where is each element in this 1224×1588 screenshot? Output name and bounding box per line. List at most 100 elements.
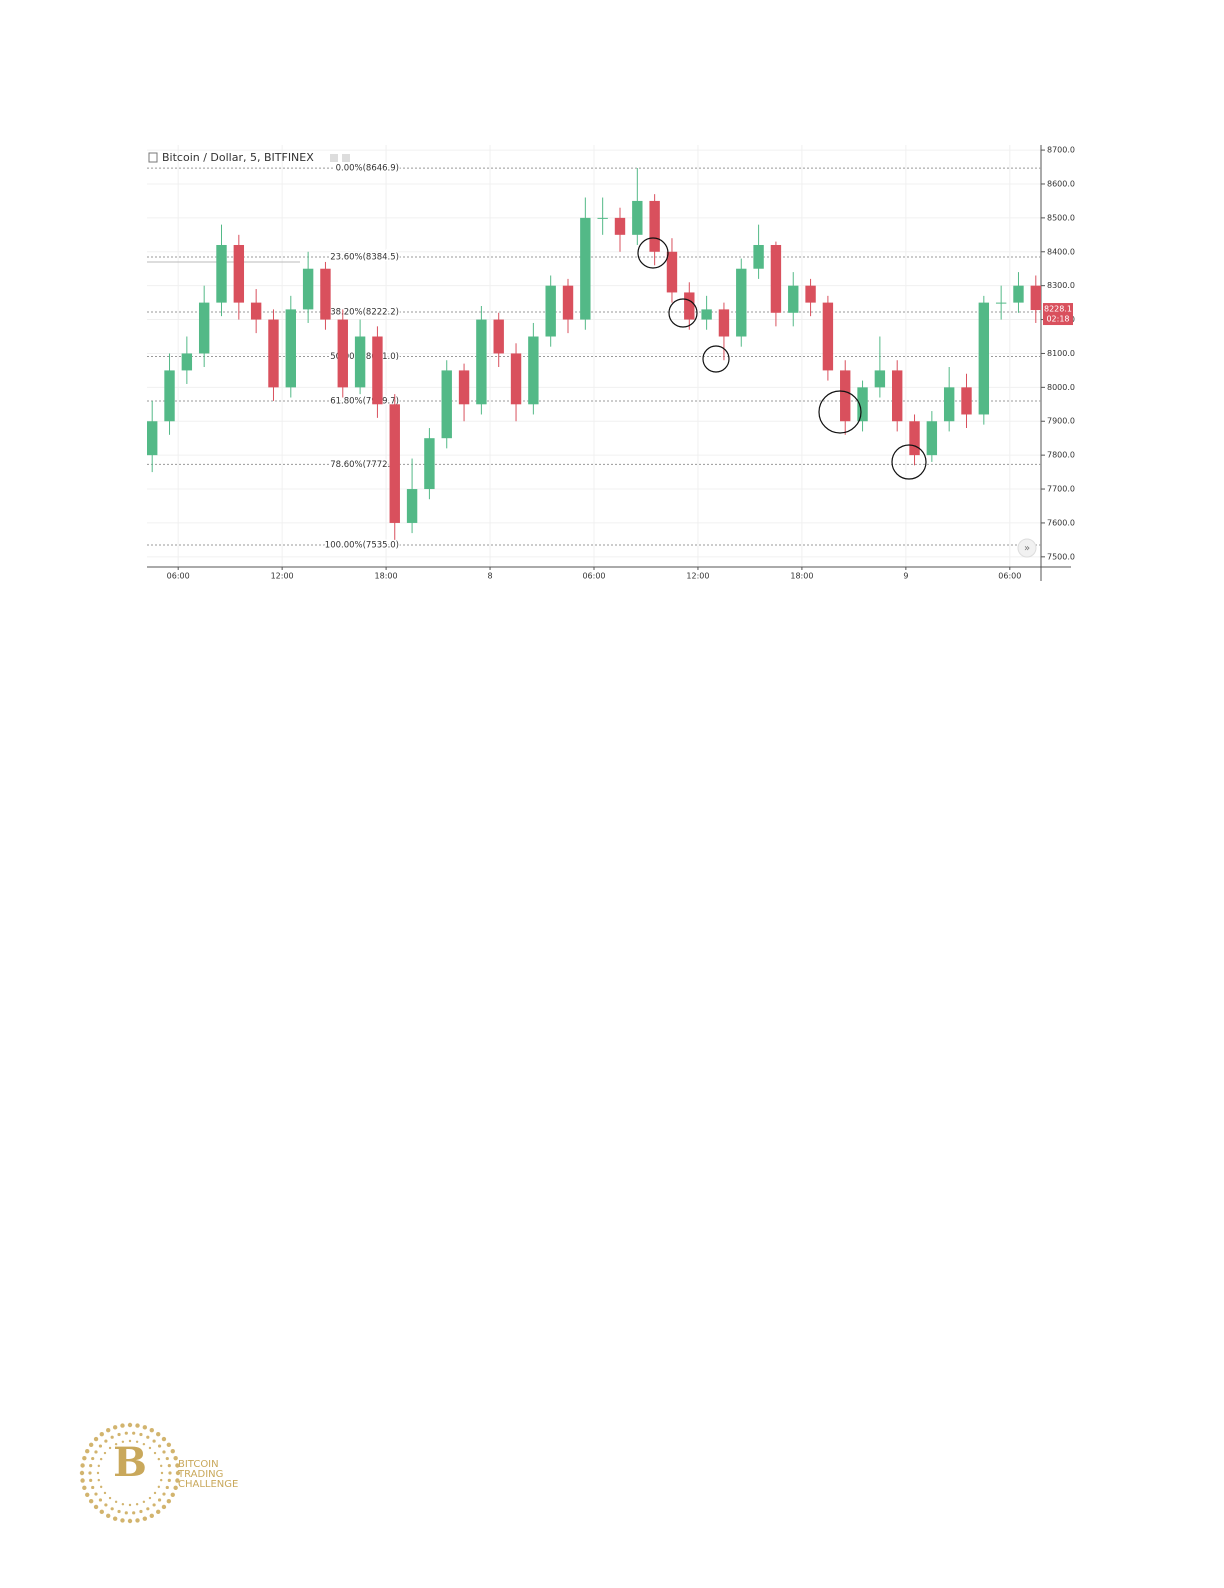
y-tick-label: 8300.0 bbox=[1047, 281, 1075, 290]
logo-dot bbox=[97, 1478, 101, 1482]
logo-dot bbox=[175, 1463, 180, 1468]
logo-dot bbox=[135, 1518, 140, 1523]
candle-body bbox=[198, 302, 210, 354]
logo-dot bbox=[142, 1425, 148, 1430]
chart-title: Bitcoin / Dollar, 5, BITFINEX bbox=[162, 151, 314, 164]
fib-label: 61.80%(7959.7) bbox=[330, 397, 399, 407]
candle-body bbox=[874, 370, 886, 388]
logo-dot bbox=[157, 1444, 162, 1448]
logo-dot bbox=[98, 1444, 103, 1448]
logo-dot bbox=[128, 1439, 132, 1443]
candle-body bbox=[181, 353, 193, 371]
logo-dot bbox=[142, 1442, 146, 1446]
candle-body bbox=[320, 268, 331, 320]
logo-dot bbox=[82, 1485, 87, 1491]
x-tick-label: 06:00 bbox=[582, 572, 605, 581]
candle-body bbox=[736, 268, 747, 337]
logo-dot bbox=[93, 1436, 99, 1442]
logo-dot bbox=[159, 1464, 163, 1468]
fib-label: 38.20%(8222.2) bbox=[330, 308, 399, 318]
logo-dot bbox=[88, 1499, 94, 1504]
logo-dot bbox=[120, 1518, 125, 1523]
candle-body bbox=[302, 268, 314, 310]
candle-body bbox=[424, 438, 435, 490]
logo-dot bbox=[166, 1442, 172, 1447]
price-tag-label: 8228.1 bbox=[1044, 305, 1072, 314]
candle-body bbox=[978, 302, 990, 415]
y-tick-label: 8500.0 bbox=[1047, 213, 1075, 222]
logo-dot bbox=[152, 1503, 156, 1507]
logo-dot bbox=[161, 1504, 167, 1510]
candle-body bbox=[909, 421, 920, 456]
logo-dot bbox=[170, 1492, 175, 1497]
logo-dot bbox=[160, 1471, 164, 1475]
y-tick-label: 8700.0 bbox=[1047, 146, 1075, 155]
x-tick-label: 06:00 bbox=[167, 572, 190, 581]
logo-dot bbox=[148, 1496, 152, 1500]
logo-dot bbox=[114, 1500, 118, 1504]
logo-dot bbox=[157, 1498, 162, 1502]
logo-text: BITCOIN bbox=[178, 1459, 219, 1470]
logo-dot bbox=[168, 1471, 172, 1475]
logo-dot bbox=[99, 1457, 103, 1461]
price-tag bbox=[1043, 303, 1073, 326]
logo-dot bbox=[121, 1440, 125, 1444]
candle-body bbox=[406, 489, 418, 523]
candle-body bbox=[233, 244, 245, 303]
y-tick-label: 7700.0 bbox=[1047, 485, 1075, 494]
candle-body bbox=[354, 336, 366, 388]
logo-dot bbox=[159, 1478, 163, 1482]
candle-body bbox=[1030, 285, 1041, 311]
scroll-button[interactable] bbox=[1017, 538, 1037, 558]
logo-dot bbox=[121, 1502, 125, 1506]
logo-dot bbox=[103, 1491, 107, 1495]
candle-body bbox=[510, 353, 522, 405]
logo-dot bbox=[161, 1436, 167, 1442]
annotations bbox=[637, 237, 927, 480]
chart: 7500.07600.07700.07800.07900.08000.08100… bbox=[147, 145, 1075, 581]
scroll-icon: » bbox=[1024, 543, 1030, 554]
logo-dot bbox=[166, 1499, 172, 1504]
candle-body bbox=[1013, 285, 1024, 303]
candle-body bbox=[597, 217, 608, 219]
x-tick-label: 12:00 bbox=[686, 572, 709, 581]
logo-dot bbox=[80, 1478, 85, 1483]
y-tick-label: 7500.0 bbox=[1047, 552, 1075, 561]
logo-text: TRADING bbox=[177, 1469, 223, 1480]
candle-body bbox=[892, 370, 903, 422]
fib-label: 78.60%(7772.9) bbox=[330, 460, 399, 470]
candle-body bbox=[840, 370, 851, 422]
candle-body bbox=[701, 309, 712, 320]
logo-dot bbox=[124, 1511, 128, 1515]
logo-dot bbox=[148, 1446, 152, 1450]
logo-dot bbox=[135, 1423, 140, 1428]
annotation-circle bbox=[891, 444, 927, 480]
logo-dot bbox=[112, 1425, 118, 1430]
logo-dot bbox=[165, 1485, 169, 1490]
logo-dot bbox=[167, 1464, 171, 1468]
logo-dot bbox=[99, 1509, 104, 1515]
annotation-circle bbox=[637, 237, 669, 269]
logo-dot bbox=[85, 1492, 90, 1497]
annotation-circle bbox=[668, 298, 698, 328]
logo-dot bbox=[124, 1431, 128, 1435]
logo-dot bbox=[173, 1485, 178, 1491]
candle-body bbox=[857, 387, 868, 422]
candle-body bbox=[770, 244, 782, 313]
logo-dot bbox=[132, 1511, 136, 1515]
candle-body bbox=[995, 302, 1007, 304]
logo-dot bbox=[165, 1456, 169, 1461]
logo-dot bbox=[117, 1432, 121, 1437]
logo-dot bbox=[175, 1478, 180, 1483]
logo-dot bbox=[139, 1509, 143, 1514]
logo-dot bbox=[173, 1455, 178, 1461]
logo-dot bbox=[108, 1446, 112, 1450]
logo-dot bbox=[146, 1435, 150, 1439]
series-icon bbox=[148, 152, 158, 163]
candle-body bbox=[632, 200, 643, 235]
logo-dot bbox=[132, 1431, 136, 1435]
logo-dot bbox=[88, 1442, 94, 1447]
logo-dot bbox=[89, 1464, 93, 1468]
logo-dot bbox=[139, 1432, 143, 1437]
